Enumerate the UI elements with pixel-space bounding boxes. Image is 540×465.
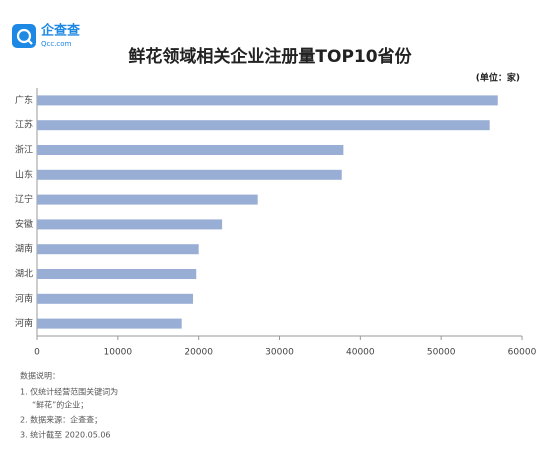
note: “鲜花”的企业； bbox=[32, 400, 88, 410]
y-tick-label: 江苏 bbox=[15, 119, 33, 131]
bar bbox=[37, 194, 258, 205]
y-tick-label: 河南 bbox=[15, 292, 33, 304]
note: 3. 统计截至 2020.05.06 bbox=[20, 430, 111, 440]
bar bbox=[37, 269, 197, 279]
x-tick-label: 50000 bbox=[427, 348, 456, 358]
logo-name: 企查查 bbox=[40, 23, 81, 39]
bar bbox=[37, 293, 194, 304]
chart-title: 鲜花领域相关企业注册量TOP10省份 bbox=[128, 46, 412, 67]
bar bbox=[37, 219, 223, 230]
unit-label: (单位：家) bbox=[476, 72, 520, 84]
bar bbox=[37, 95, 498, 106]
x-tick-label: 20000 bbox=[184, 348, 213, 358]
y-tick-label: 湖南 bbox=[15, 243, 33, 255]
logo-icon bbox=[12, 24, 36, 48]
y-tick-label: 辽宁 bbox=[15, 193, 33, 205]
x-tick-label: 10000 bbox=[104, 348, 133, 358]
x-tick-label: 0 bbox=[34, 348, 40, 358]
bar bbox=[37, 145, 344, 155]
note: 1. 仅统计经营范围关键词为 bbox=[20, 387, 118, 397]
x-tick-label: 30000 bbox=[265, 348, 294, 358]
bar bbox=[37, 244, 199, 255]
bar bbox=[37, 169, 342, 180]
y-tick-label: 广东 bbox=[15, 94, 33, 106]
y-tick-label: 浙江 bbox=[15, 144, 33, 156]
y-tick-label: 山东 bbox=[15, 168, 33, 180]
x-tick-label: 60000 bbox=[508, 348, 537, 358]
y-tick-label: 安徽 bbox=[15, 218, 33, 230]
note: 数据说明： bbox=[20, 371, 60, 381]
logo: 企查查 Qcc.com bbox=[12, 23, 81, 48]
bar bbox=[37, 120, 490, 131]
bar bbox=[37, 318, 182, 329]
logo-glyph bbox=[27, 39, 33, 45]
y-tick-label: 湖北 bbox=[15, 269, 33, 280]
note: 2. 数据来源：企查查； bbox=[20, 415, 102, 425]
x-tick-label: 40000 bbox=[346, 348, 375, 358]
notes: 数据说明： 1. 仅统计经营范围关键词为 “鲜花”的企业； 2. 数据来源：企查查； 3… bbox=[20, 371, 118, 440]
logo-site: Qcc.com bbox=[41, 40, 72, 48]
y-tick-label: 河南 bbox=[15, 317, 33, 329]
logo-glyph bbox=[16, 28, 32, 44]
